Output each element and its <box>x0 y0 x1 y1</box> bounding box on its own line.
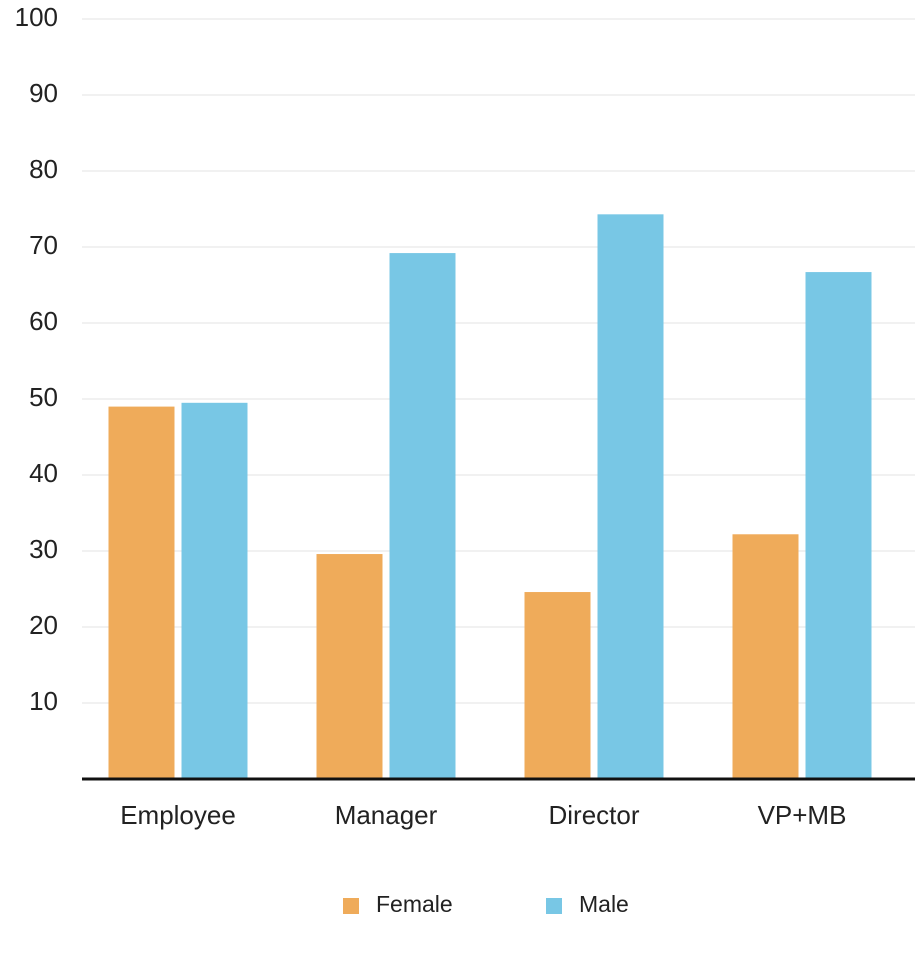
bar <box>597 214 664 779</box>
y-tick-label: 40 <box>29 458 58 488</box>
bar <box>389 253 456 779</box>
bar <box>805 272 872 779</box>
y-tick-label: 10 <box>29 686 58 716</box>
bar <box>524 592 591 779</box>
y-tick-label: 70 <box>29 230 58 260</box>
bar <box>181 402 248 779</box>
legend-swatch <box>343 898 359 914</box>
y-tick-label: 20 <box>29 610 58 640</box>
y-tick-label: 100 <box>15 2 58 32</box>
x-tick-label: Manager <box>335 800 438 830</box>
legend-swatch <box>546 898 562 914</box>
bar <box>108 406 175 779</box>
bar <box>732 534 799 779</box>
legend-label: Female <box>376 891 453 917</box>
y-tick-label: 90 <box>29 78 58 108</box>
x-tick-label: Employee <box>120 800 236 830</box>
y-tick-label: 50 <box>29 382 58 412</box>
bar <box>316 554 383 779</box>
x-tick-label: VP+MB <box>758 800 847 830</box>
y-tick-label: 30 <box>29 534 58 564</box>
legend-label: Male <box>579 891 629 917</box>
y-tick-label: 60 <box>29 306 58 336</box>
y-tick-label: 80 <box>29 154 58 184</box>
x-tick-label: Director <box>548 800 639 830</box>
